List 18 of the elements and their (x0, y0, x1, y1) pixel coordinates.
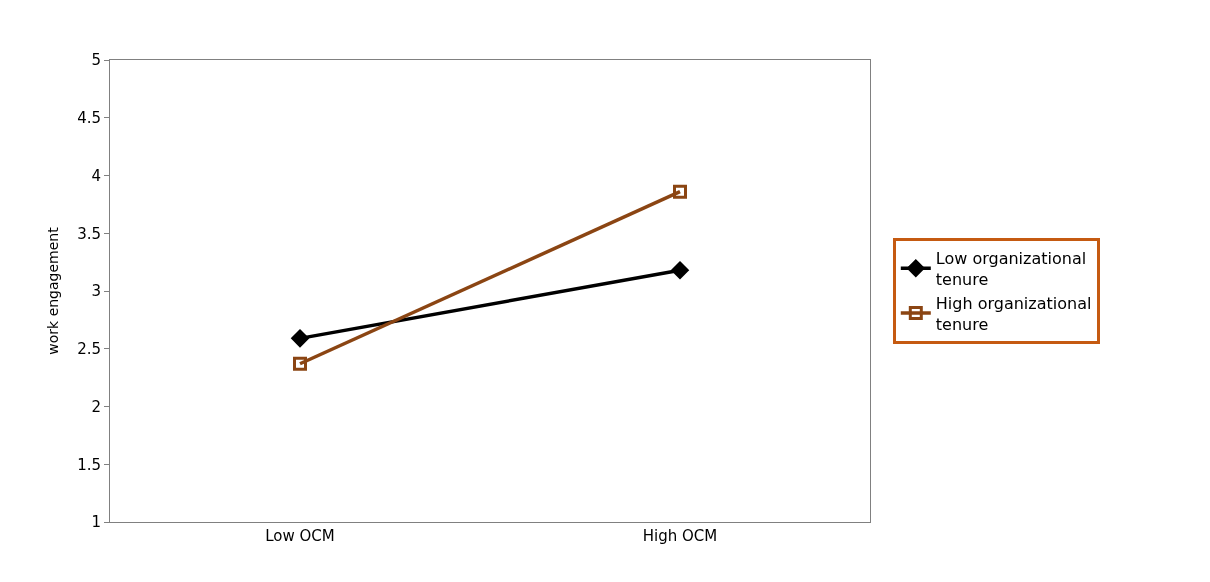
point (291, 329, 309, 348)
y-tick-label: 2.5 (77, 340, 101, 358)
y-tick-label: 4 (91, 166, 101, 185)
y-tick-label: 4.5 (77, 109, 101, 127)
point (673, 184, 687, 199)
x-tick-label: Low OCM (265, 527, 335, 545)
y-tick-label: 1 (91, 513, 101, 532)
point (671, 261, 689, 279)
y-tick-label: 3.5 (77, 224, 101, 243)
y-axis-title: work engagement (44, 226, 61, 355)
y-tick-label: 5 (91, 51, 101, 70)
y-tick-label: 2 (91, 397, 101, 416)
legend-label: High organizational tenure (935, 293, 1092, 334)
y-tick-label: 3 (91, 282, 101, 301)
legend-label: Low organizational tenure (935, 249, 1087, 289)
point (293, 356, 307, 371)
x-tick-label: High OCM (642, 527, 718, 545)
y-tick-label: 1.5 (77, 455, 101, 474)
